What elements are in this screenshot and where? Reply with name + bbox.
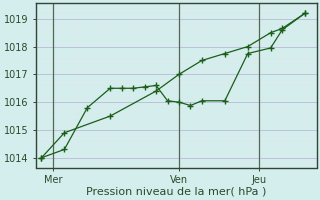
X-axis label: Pression niveau de la mer( hPa ): Pression niveau de la mer( hPa )	[86, 187, 266, 197]
